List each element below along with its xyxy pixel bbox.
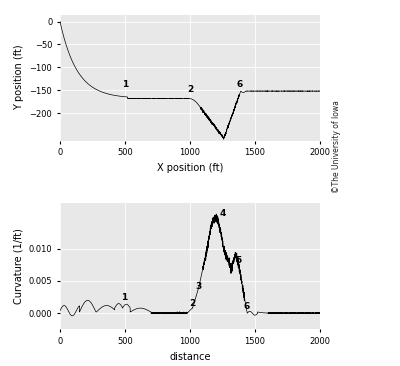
Text: 2: 2 <box>190 299 196 308</box>
Text: 3: 3 <box>195 282 202 291</box>
Y-axis label: Y position (ft): Y position (ft) <box>14 45 24 111</box>
Text: 5: 5 <box>235 256 241 265</box>
X-axis label: X position (ft): X position (ft) <box>157 163 223 173</box>
Text: 4: 4 <box>219 209 226 218</box>
Text: 1: 1 <box>122 80 128 89</box>
Y-axis label: Curvature (1/ft): Curvature (1/ft) <box>13 228 23 305</box>
Text: 6: 6 <box>236 80 242 89</box>
Text: 2: 2 <box>187 85 193 94</box>
Text: ©The University of Iowa: ©The University of Iowa <box>332 100 341 193</box>
Text: 1: 1 <box>120 293 127 302</box>
Text: 6: 6 <box>244 302 250 311</box>
X-axis label: distance: distance <box>169 352 211 362</box>
